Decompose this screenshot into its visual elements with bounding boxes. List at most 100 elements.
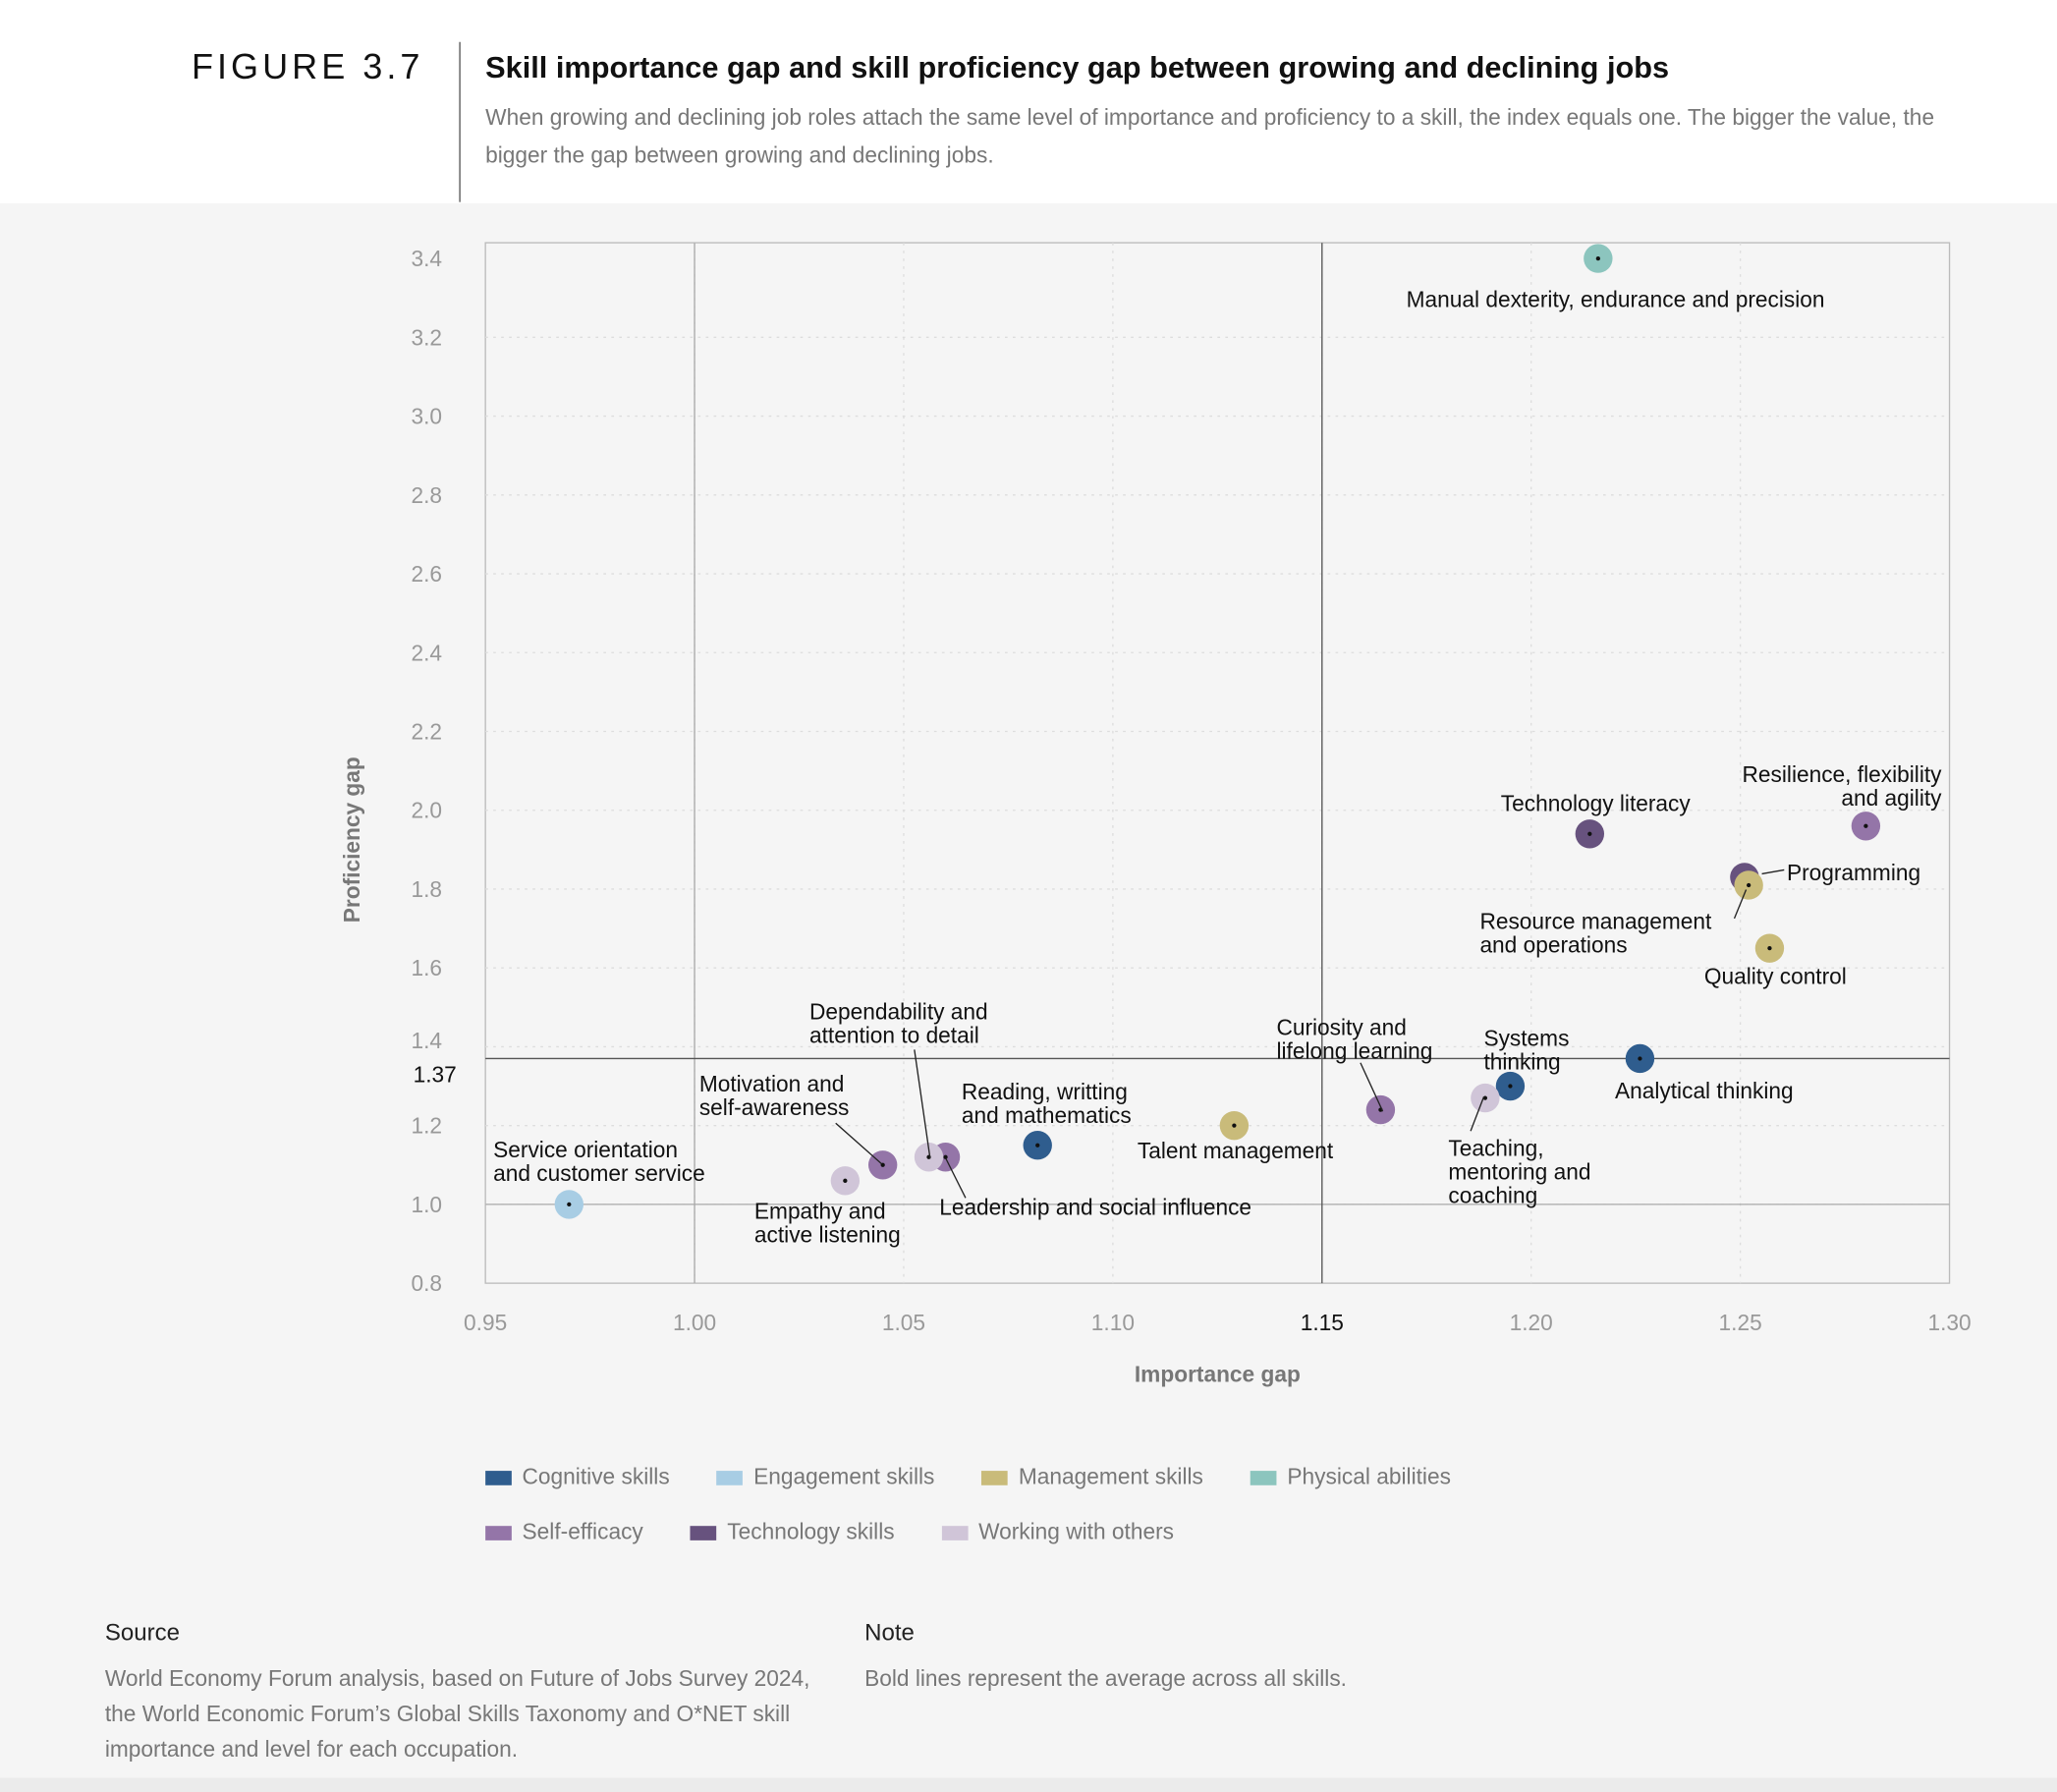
- point-label: Empathy and active listening: [754, 1199, 901, 1248]
- source-text: World Economy Forum analysis, based on F…: [104, 1666, 810, 1763]
- point-center-dot: [880, 1162, 885, 1167]
- point-center-dot: [567, 1202, 572, 1207]
- point-label-line: attention to detail: [809, 1023, 979, 1048]
- source-heading: Source: [104, 1619, 181, 1646]
- y-average-label: 1.37: [414, 1061, 457, 1087]
- y-tick-label: 2.0: [412, 798, 443, 823]
- legend-swatch: [485, 1470, 512, 1485]
- data-point: [1754, 933, 1785, 963]
- legend-item: Physical abilities: [1250, 1463, 1451, 1491]
- data-point: [1734, 870, 1763, 900]
- legend-item: Technology skills: [690, 1518, 895, 1546]
- point-label-line: self-awareness: [699, 1094, 850, 1120]
- point-center-dot: [1232, 1123, 1237, 1128]
- legend-item: Self-efficacy: [485, 1518, 643, 1546]
- point-center-dot: [1035, 1143, 1040, 1148]
- point-label: Resource management and operations: [1479, 909, 1712, 958]
- data-point: [830, 1166, 861, 1196]
- point-center-dot: [943, 1154, 948, 1159]
- data-point: [1495, 1071, 1526, 1101]
- x-tick-label: 1.20: [1510, 1310, 1553, 1335]
- note-heading: Note: [864, 1619, 915, 1646]
- y-tick-label: 3.2: [412, 324, 443, 350]
- point-label-line: and customer service: [493, 1160, 705, 1186]
- point-label: Reading, writting and mathematics: [962, 1079, 1132, 1128]
- point-center-dot: [1638, 1056, 1642, 1061]
- data-point: [554, 1190, 584, 1219]
- legend-item: Management skills: [981, 1463, 1203, 1491]
- point-label: Manual dexterity, endurance and precisio…: [1407, 287, 1825, 312]
- legend-swatch: [981, 1470, 1009, 1485]
- point-label: Dependability and attention to detail: [809, 999, 988, 1048]
- legend-swatch: [941, 1525, 969, 1540]
- note-text: Bold lines represent the average across …: [864, 1666, 1347, 1692]
- scatter-chart: 0.8 1.0 1.2 1.4 1.6 1.8 2.0 2.2 2.4 2.6 2.8 3.0 3.2 3…: [339, 242, 1972, 1386]
- point-label-line: Talent management: [1138, 1138, 1334, 1163]
- legend-label: Self-efficacy: [522, 1519, 643, 1544]
- point-label: Service orientation and customer service: [493, 1137, 705, 1186]
- point-center-dot: [1587, 831, 1592, 836]
- y-tick-label: 1.8: [412, 876, 443, 902]
- label-leader-line: [1761, 868, 1785, 875]
- y-tick-label: 1.0: [412, 1192, 443, 1217]
- point-center-dot: [843, 1178, 848, 1183]
- figure-title: Skill importance gap and skill proficien…: [485, 49, 1670, 84]
- figure-number: FIGURE 3.7: [191, 47, 424, 87]
- data-point: [1625, 1043, 1655, 1074]
- x-tick-label: 1.25: [1719, 1310, 1762, 1335]
- x-average-label: 1.15: [1301, 1310, 1344, 1335]
- data-point: [1365, 1094, 1396, 1125]
- point-label: Motivation and self-awareness: [699, 1071, 850, 1120]
- x-tick-label: 1.00: [673, 1310, 716, 1335]
- legend: Cognitive skills Engagement skills Managem…: [485, 1463, 1561, 1546]
- point-label: Quality control: [1704, 964, 1847, 989]
- y-tick-label: 2.4: [412, 640, 443, 665]
- point-label-line: Programming: [1787, 860, 1920, 885]
- point-label-line: Technology literacy: [1501, 790, 1692, 815]
- label-leader-line: [1733, 889, 1748, 920]
- label-leader-line: [945, 1157, 967, 1199]
- point-label-line: thinking: [1483, 1048, 1560, 1074]
- data-point: [1023, 1131, 1052, 1160]
- x-tick-label: 0.95: [464, 1310, 507, 1335]
- point-label: Systems thinking: [1483, 1025, 1569, 1074]
- legend-swatch: [485, 1525, 512, 1540]
- point-label: Resilience, flexibility and agility: [1743, 761, 1943, 811]
- data-point: [1219, 1110, 1250, 1141]
- label-leader-line: [835, 1122, 882, 1165]
- point-label-line: mentoring and: [1448, 1159, 1590, 1185]
- label-leader-line: [914, 1049, 931, 1159]
- x-tick-label: 1.30: [1927, 1310, 1971, 1335]
- y-tick-label: 3.0: [412, 404, 443, 429]
- legend-label: Engagement skills: [753, 1464, 935, 1489]
- label-leader-line: [1470, 1096, 1485, 1132]
- legend-label: Technology skills: [727, 1519, 895, 1544]
- legend-label: Physical abilities: [1287, 1464, 1451, 1489]
- legend-swatch: [1250, 1470, 1277, 1485]
- x-axis-label: Importance gap: [1135, 1361, 1301, 1386]
- point-label-line: active listening: [754, 1222, 901, 1248]
- point-label-line: Curiosity and: [1276, 1015, 1406, 1040]
- legend-label: Working with others: [978, 1519, 1175, 1544]
- y-tick-label: 1.2: [412, 1113, 443, 1139]
- data-point: [867, 1150, 898, 1180]
- point-label-line: and mathematics: [962, 1102, 1132, 1128]
- point-label-line: Quality control: [1704, 964, 1847, 989]
- y-tick-label: 0.8: [412, 1270, 443, 1296]
- point-label-line: lifelong learning: [1276, 1038, 1432, 1064]
- point-center-dot: [1482, 1095, 1488, 1100]
- point-label-line: Motivation and: [699, 1071, 845, 1096]
- legend-label: Management skills: [1018, 1464, 1203, 1489]
- point-label-line: Teaching,: [1448, 1136, 1543, 1161]
- point-center-dot: [1863, 823, 1868, 828]
- point-label-line: Reading, writting: [962, 1079, 1128, 1104]
- legend-item: Cognitive skills: [485, 1463, 670, 1491]
- point-label-line: Service orientation: [493, 1137, 678, 1162]
- legend-label: Cognitive skills: [522, 1464, 670, 1489]
- legend-item: Engagement skills: [716, 1463, 935, 1491]
- data-point: [1575, 819, 1605, 849]
- y-tick-label: 2.2: [412, 719, 443, 745]
- point-center-dot: [1508, 1084, 1513, 1089]
- point-label-line: and agility: [1841, 785, 1942, 811]
- point-label-line: Systems: [1483, 1025, 1569, 1050]
